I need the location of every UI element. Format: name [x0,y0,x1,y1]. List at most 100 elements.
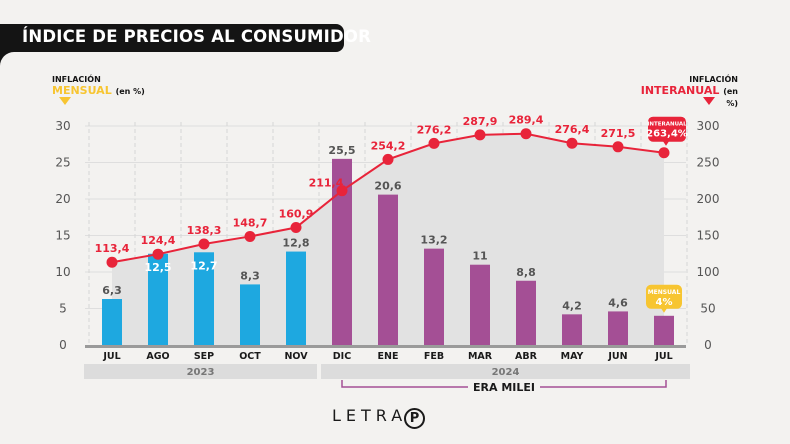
bar-label: 13,2 [420,234,447,247]
interanual-callout [648,116,686,142]
bar-label: 25,5 [328,144,355,157]
bar-label: 12,5 [144,261,171,274]
interanual-callout-pointer [663,141,669,146]
line-points [106,128,670,268]
legend-right: INFLACIÓN INTERANUAL (en %) [636,74,738,109]
y-left-tick: 0 [59,338,67,352]
line-label: 148,7 [233,216,268,229]
line-point [244,230,256,242]
x-tick-dic: DIC [333,351,351,362]
x-tick-sep: SEP [194,351,214,362]
line-point [198,238,210,250]
line-point [382,153,394,165]
bar-label: 8,3 [240,269,260,282]
line-point [290,222,302,234]
bar-may-10 [562,314,582,345]
x-tick-abr: ABR [515,351,538,362]
y-left-tick: 15 [55,229,70,243]
line-point [428,137,440,149]
bars [85,158,686,348]
line-label: 271,5 [601,127,636,140]
x-tick-mar: MAR [468,351,493,362]
line-labels: 113,4 124,4 138,3 148,7 160,9 211,4 254,2 276,2… [95,114,636,255]
line-point [152,248,164,260]
year-label: 2024 [492,367,520,378]
bar-label: 12,7 [190,259,217,272]
bar-jul-0 [102,299,122,345]
y-right-tick: 250 [697,156,720,170]
line-label: 289,4 [509,114,544,127]
year-band-2024 [321,364,690,379]
bar-abr-9 [516,280,536,345]
logo-mark-icon: P [404,408,425,429]
bar-ene-6 [378,194,398,345]
bar-label: 4,2 [562,299,582,312]
x-tick-nov: NOV [284,351,308,362]
line-point [566,137,578,149]
bar-label: 12,8 [282,237,309,250]
legend-left-line1: INFLACIÓN [52,75,101,84]
mensual-callout-value: 4% [656,297,673,308]
y-axis-left: 0 5 10 15 20 25 30 [55,119,70,352]
line-point [612,141,624,153]
y-right-tick: 200 [697,192,720,206]
line-point [106,256,118,268]
legend-left: INFLACIÓN MENSUAL (en %) [52,74,145,97]
year-bands: 2023 2024 [84,364,690,379]
era-bracket [341,380,667,388]
mensual-callout-pointer [661,308,667,313]
bar-sep-2 [194,252,214,345]
year-band-2023 [84,364,317,379]
line-point [336,185,348,197]
mensual-callout-label: MENSUAL [648,289,681,296]
line-label: 138,3 [187,224,222,237]
line-label: 276,4 [555,123,590,136]
bar-ago-1 [148,253,168,345]
x-tick-feb: FEB [424,351,444,362]
x-tick-may: MAY [561,351,584,362]
bar-nov-4 [286,251,306,345]
legend-right-line1: INFLACIÓN [689,75,738,84]
legend-right-arrow-icon [703,97,715,105]
legend-left-unit: (en %) [115,87,145,96]
bar-mar-8 [470,264,490,345]
bar-feb-7 [424,248,444,345]
x-tick-ago: AGO [146,351,169,362]
legend-left-line2: MENSUAL [52,84,112,97]
line-label: 254,2 [371,139,406,152]
bar-label: 20,6 [374,180,401,193]
line-label: 276,2 [417,123,452,136]
legend-left-arrow-icon [59,97,71,105]
y-right-tick: 150 [697,229,720,243]
y-left-tick: 10 [55,265,70,279]
y-right-tick: 100 [697,265,720,279]
bar-label: 11 [472,250,487,263]
page-title: ÍNDICE DE PRECIOS AL CONSUMIDOR [22,27,372,46]
line-label: 124,4 [141,234,176,247]
logo-text: LETRA [332,406,408,425]
y-right-tick: 0 [704,338,712,352]
y-left-tick: 5 [59,302,67,316]
line-label: 160,9 [279,208,314,221]
line-label: 287,9 [463,115,498,128]
era-annotation: ERA MILEI [341,380,667,394]
year-label: 2023 [187,367,215,378]
era-label: ERA MILEI [473,381,535,394]
x-tick-jun: JUN [607,351,627,362]
y-right-tick: 50 [700,302,715,316]
line-point [474,129,486,141]
y-left-tick: 25 [55,156,70,170]
bar-label: 8,8 [516,266,536,279]
bar-label: 6,3 [102,284,122,297]
title-bar [0,24,344,52]
legend-right-unit: (en %) [723,87,738,108]
y-right-tick: 300 [697,119,720,133]
interanual-callout-value: 263,4% [646,129,688,140]
bar-label: 4,6 [608,296,628,309]
bar-dic-5 [332,158,352,345]
line-label: 113,4 [95,242,130,255]
x-tick-jul: JUL [102,351,120,362]
legend-right-line2: INTERANUAL [640,84,720,97]
